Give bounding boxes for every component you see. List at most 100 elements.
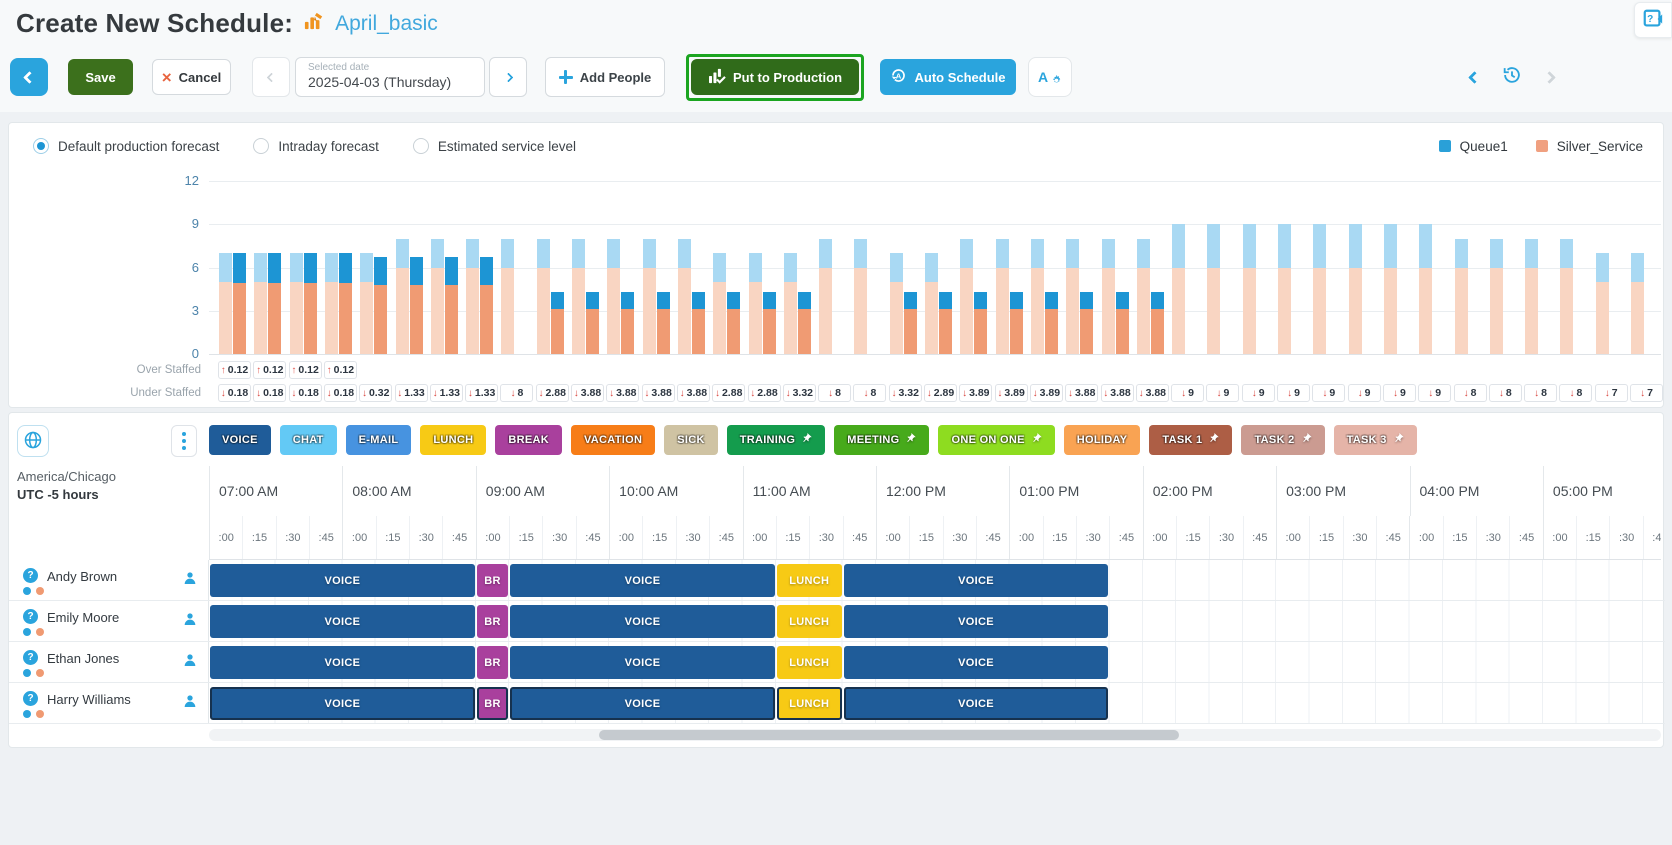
activity-chip-lunch[interactable]: LUNCH	[420, 425, 487, 455]
shift-block-voice[interactable]: VOICE	[843, 564, 1109, 597]
cancel-button[interactable]: × Cancel	[152, 59, 231, 95]
queue1-forecast-segment	[1595, 253, 1609, 282]
activity-chip-meeting[interactable]: MEETING	[834, 425, 930, 455]
shift-block-break[interactable]: BR	[476, 646, 509, 679]
activity-chip-voice[interactable]: VOICE	[209, 425, 271, 455]
forecast-bar	[289, 253, 303, 354]
gridline	[209, 181, 1661, 182]
more-options-button[interactable]	[171, 425, 197, 457]
add-people-button[interactable]: Add People	[545, 57, 665, 97]
scheduled-bar	[1009, 292, 1023, 354]
shift-block-voice[interactable]: VOICE	[210, 564, 475, 597]
auto-schedule-button[interactable]: A Auto Schedule	[880, 59, 1016, 95]
legend-item-queue1[interactable]: Queue1	[1438, 139, 1508, 154]
legend-swatch-icon	[1535, 140, 1548, 152]
activity-chip-email[interactable]: E-MAIL	[345, 425, 412, 455]
shift-block-voice[interactable]: VOICE	[843, 646, 1109, 679]
pushpin-icon	[1208, 433, 1219, 447]
silver-forecast-segment	[1595, 281, 1609, 354]
scheduled-bar	[338, 253, 352, 354]
shift-block-lunch[interactable]: LUNCH	[776, 646, 842, 679]
activity-chip-sick[interactable]: SICK	[664, 425, 718, 455]
queue1-forecast-segment	[1207, 224, 1221, 268]
radio-default-production-forecast[interactable]: Default production forecast	[33, 138, 219, 154]
quarter-header-cell: :30	[542, 516, 575, 559]
help-button[interactable]: ?	[1634, 2, 1672, 38]
silver-forecast-segment	[960, 267, 974, 354]
quarter-header-cell: :30	[942, 516, 976, 559]
arrow-down-icon: ↓	[1357, 387, 1363, 399]
shift-block-break[interactable]: BR	[476, 564, 509, 597]
shift-block-label: VOICE	[958, 574, 994, 587]
undo-chevron-icon[interactable]	[1468, 71, 1481, 84]
shift-block-voice[interactable]: VOICE	[210, 646, 475, 679]
arrow-up-icon: ↑	[220, 364, 226, 376]
save-button[interactable]: Save	[68, 59, 133, 95]
back-button[interactable]	[10, 58, 48, 96]
quarter-header-cell: :30	[1609, 516, 1642, 559]
silver-forecast-segment	[501, 267, 515, 354]
activity-chip-oneonone[interactable]: ONE ON ONE	[938, 425, 1055, 455]
agent-name-cell[interactable]: Harry Williams	[9, 683, 209, 723]
queue1-forecast-segment	[1525, 238, 1539, 268]
agent-name-cell[interactable]: Emily Moore	[9, 601, 209, 641]
scrollbar-thumb[interactable]	[599, 730, 1179, 740]
activity-chip-break[interactable]: BREAK	[495, 425, 562, 455]
shift-block-voice[interactable]: VOICE	[843, 605, 1109, 638]
person-icon	[182, 611, 198, 632]
shift-block-voice[interactable]: VOICE	[843, 687, 1109, 720]
arrow-down-icon: ↓	[1604, 387, 1610, 399]
queue1-scheduled-segment	[444, 257, 458, 285]
activity-chip-task3[interactable]: TASK 3	[1333, 425, 1417, 455]
history-clock-icon[interactable]	[1501, 64, 1523, 91]
forecast-bar	[783, 253, 797, 354]
queue1-scheduled-segment	[797, 292, 811, 310]
shift-block-voice[interactable]: VOICE	[510, 564, 775, 597]
shift-block-lunch[interactable]: LUNCH	[776, 605, 842, 638]
under-staffed-badge: ↓ 9	[1206, 384, 1240, 402]
radio-intraday-forecast[interactable]: Intraday forecast	[253, 138, 379, 154]
under-staffed-badge: ↓ 1.33	[465, 384, 499, 402]
legend-item-silver_service[interactable]: Silver_Service	[1535, 139, 1643, 154]
shift-block-voice[interactable]: VOICE	[210, 605, 475, 638]
horizontal-scrollbar[interactable]	[209, 729, 1661, 741]
shift-block-break[interactable]: BR	[476, 687, 509, 720]
quarter-header-cell: :00	[1142, 516, 1176, 559]
activity-chip-training[interactable]: TRAINING	[726, 425, 826, 455]
schedule-name-link[interactable]: April_basic	[335, 11, 438, 35]
activity-chip-holiday[interactable]: HOLIDAY	[1063, 425, 1141, 455]
timezone-region: America/Chicago	[17, 469, 116, 484]
shift-block-lunch[interactable]: LUNCH	[776, 687, 842, 720]
silver-forecast-segment	[1172, 267, 1186, 354]
activity-chip-vacation[interactable]: VACATION	[570, 425, 656, 455]
hour-label: 01:00 PM	[1019, 483, 1080, 499]
badge-value: 1.33	[404, 387, 425, 399]
next-day-button[interactable]	[489, 57, 527, 97]
selected-date-field[interactable]: Selected date 2025-04-03 (Thursday)	[295, 57, 485, 97]
shift-block-voice[interactable]: VOICE	[510, 687, 775, 720]
shift-block-lunch[interactable]: LUNCH	[776, 564, 842, 597]
agent-name-cell[interactable]: Ethan Jones	[9, 642, 209, 682]
over-staffed-row: Over Staffed ↑ 0.12 ↑ 0.12 ↑ 0.12 ↑ 0.12	[9, 360, 1665, 381]
under-staffed-badge: ↓ 8	[1559, 384, 1593, 402]
scheduled-bar	[409, 257, 423, 354]
shift-block-voice[interactable]: VOICE	[210, 687, 475, 720]
arrow-down-icon: ↓	[326, 387, 332, 399]
timezone-button[interactable]	[17, 425, 49, 457]
put-to-production-button[interactable]: Put to Production	[691, 59, 859, 95]
queue1-forecast-segment	[889, 253, 903, 282]
shift-block-label: BR	[484, 615, 501, 628]
activity-chip-task1[interactable]: TASK 1	[1149, 425, 1233, 455]
silver-forecast-segment	[1525, 267, 1539, 354]
agent-name-cell[interactable]: Andy Brown	[9, 560, 209, 600]
shift-block-voice[interactable]: VOICE	[510, 646, 775, 679]
silver-scheduled-segment	[797, 309, 811, 354]
activity-chip-chat[interactable]: CHAT	[279, 425, 337, 455]
agent-preferences-button[interactable]: A	[1028, 57, 1072, 97]
radio-estimated-service-level[interactable]: Estimated service level	[412, 138, 576, 154]
activity-chip-task2[interactable]: TASK 2	[1241, 425, 1325, 455]
shift-block-break[interactable]: BR	[476, 605, 509, 638]
previous-day-button[interactable]	[252, 57, 290, 97]
under-staffed-badge: ↓ 8	[1488, 384, 1522, 402]
shift-block-voice[interactable]: VOICE	[510, 605, 775, 638]
